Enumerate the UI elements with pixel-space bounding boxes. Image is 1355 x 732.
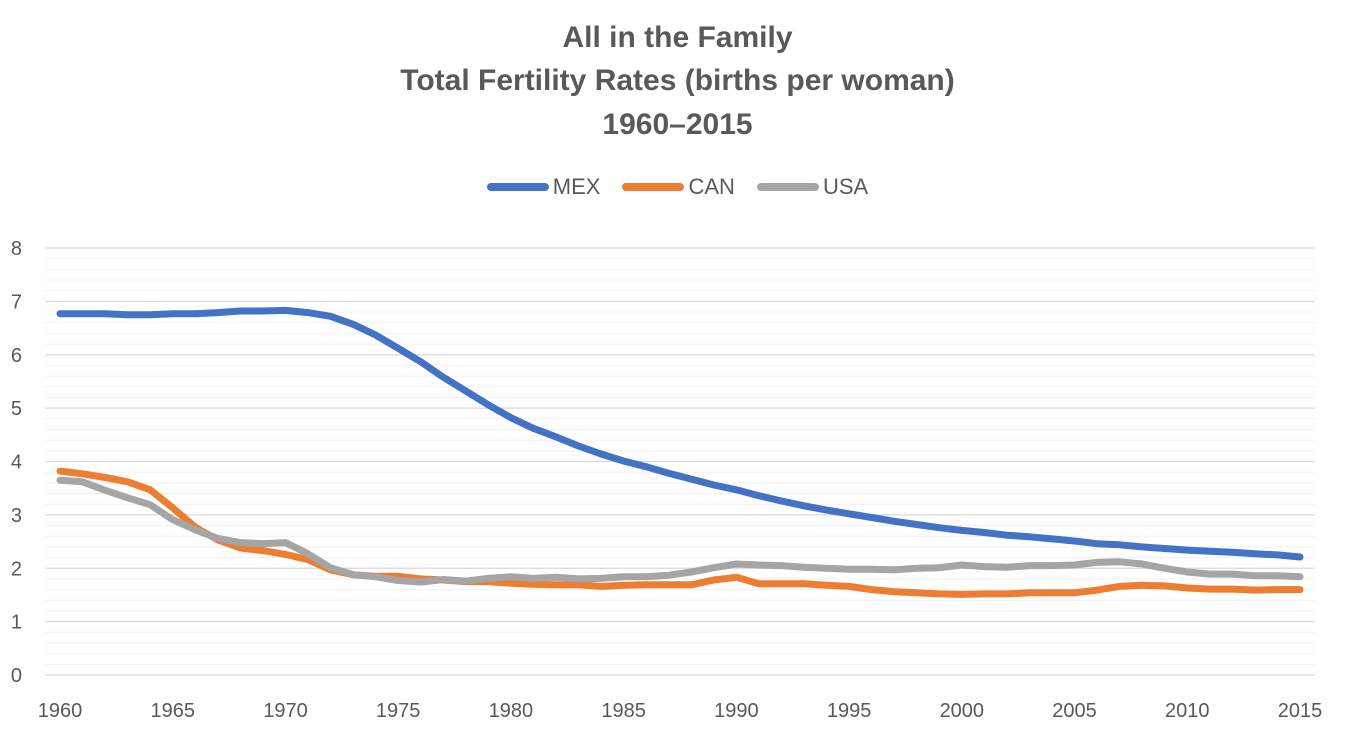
x-tick-label: 2000 <box>940 700 985 722</box>
x-tick-label: 1965 <box>150 700 195 722</box>
y-tick-label: 2 <box>11 558 22 580</box>
x-axis-ticks: 1960 1965 1970 1975 1980 1985 1990 1995 2000 2005… <box>38 700 1323 722</box>
x-tick-label: 2015 <box>1278 700 1323 722</box>
y-tick-label: 1 <box>11 612 22 634</box>
y-tick-label: 7 <box>11 291 22 313</box>
x-tick-label: 2010 <box>1165 700 1210 722</box>
legend-swatch-mex <box>486 183 549 191</box>
y-tick-label: 4 <box>11 452 22 474</box>
x-tick-label: 2005 <box>1052 700 1097 722</box>
legend-item-can: CAN <box>622 174 735 200</box>
legend: MEX CAN USA <box>0 174 1355 200</box>
legend-item-mex: MEX <box>486 174 601 200</box>
chart-title-line-2: Total Fertility Rates (births per woman) <box>400 64 955 97</box>
series-line-can <box>56 467 1304 598</box>
x-tick-label: 1960 <box>38 700 83 722</box>
legend-label-can: CAN <box>688 174 735 199</box>
y-tick-label: 8 <box>11 238 22 260</box>
series-line-mex <box>56 306 1304 561</box>
y-tick-label: 0 <box>11 665 22 687</box>
x-tick-label: 1990 <box>714 700 759 722</box>
legend-swatch-can <box>622 183 685 191</box>
gridlines <box>45 247 1315 676</box>
x-tick-label: 1980 <box>489 700 534 722</box>
legend-item-usa: USA <box>756 174 869 200</box>
chart-title-line-1: All in the Family <box>562 21 793 54</box>
x-tick-label: 1970 <box>263 700 308 722</box>
legend-label-mex: MEX <box>552 174 601 199</box>
y-tick-label: 3 <box>11 505 22 527</box>
legend-swatch-usa <box>756 183 819 191</box>
chart-title-line-3: 1960–2015 <box>602 108 753 141</box>
y-tick-label: 6 <box>11 345 22 367</box>
y-axis-ticks: 0 1 2 3 4 5 6 7 8 <box>11 238 22 687</box>
y-tick-label: 5 <box>11 398 22 420</box>
x-tick-label: 1985 <box>601 700 646 722</box>
x-tick-label: 1995 <box>827 700 872 722</box>
x-tick-label: 1975 <box>376 700 421 722</box>
series-line-usa <box>56 476 1304 586</box>
series-lines <box>56 306 1304 598</box>
legend-label-usa: USA <box>822 174 869 199</box>
